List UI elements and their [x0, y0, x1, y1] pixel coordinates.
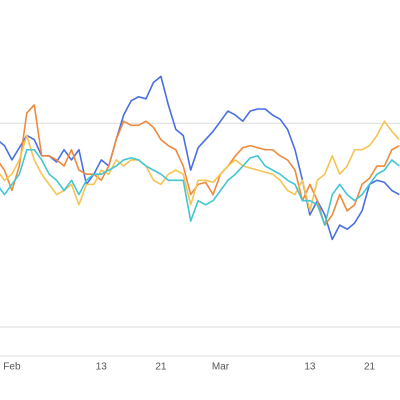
series-line	[0, 104, 400, 226]
series-line	[0, 75, 400, 241]
x-tick-label: 13	[304, 362, 316, 373]
x-tick-label: 21	[155, 362, 167, 373]
x-tick-label: 21	[364, 362, 376, 373]
x-tick-label: 13	[96, 362, 108, 373]
x-tick-label: Feb	[3, 362, 21, 373]
x-tick-label: Mar	[212, 362, 230, 373]
series-line	[0, 148, 400, 226]
